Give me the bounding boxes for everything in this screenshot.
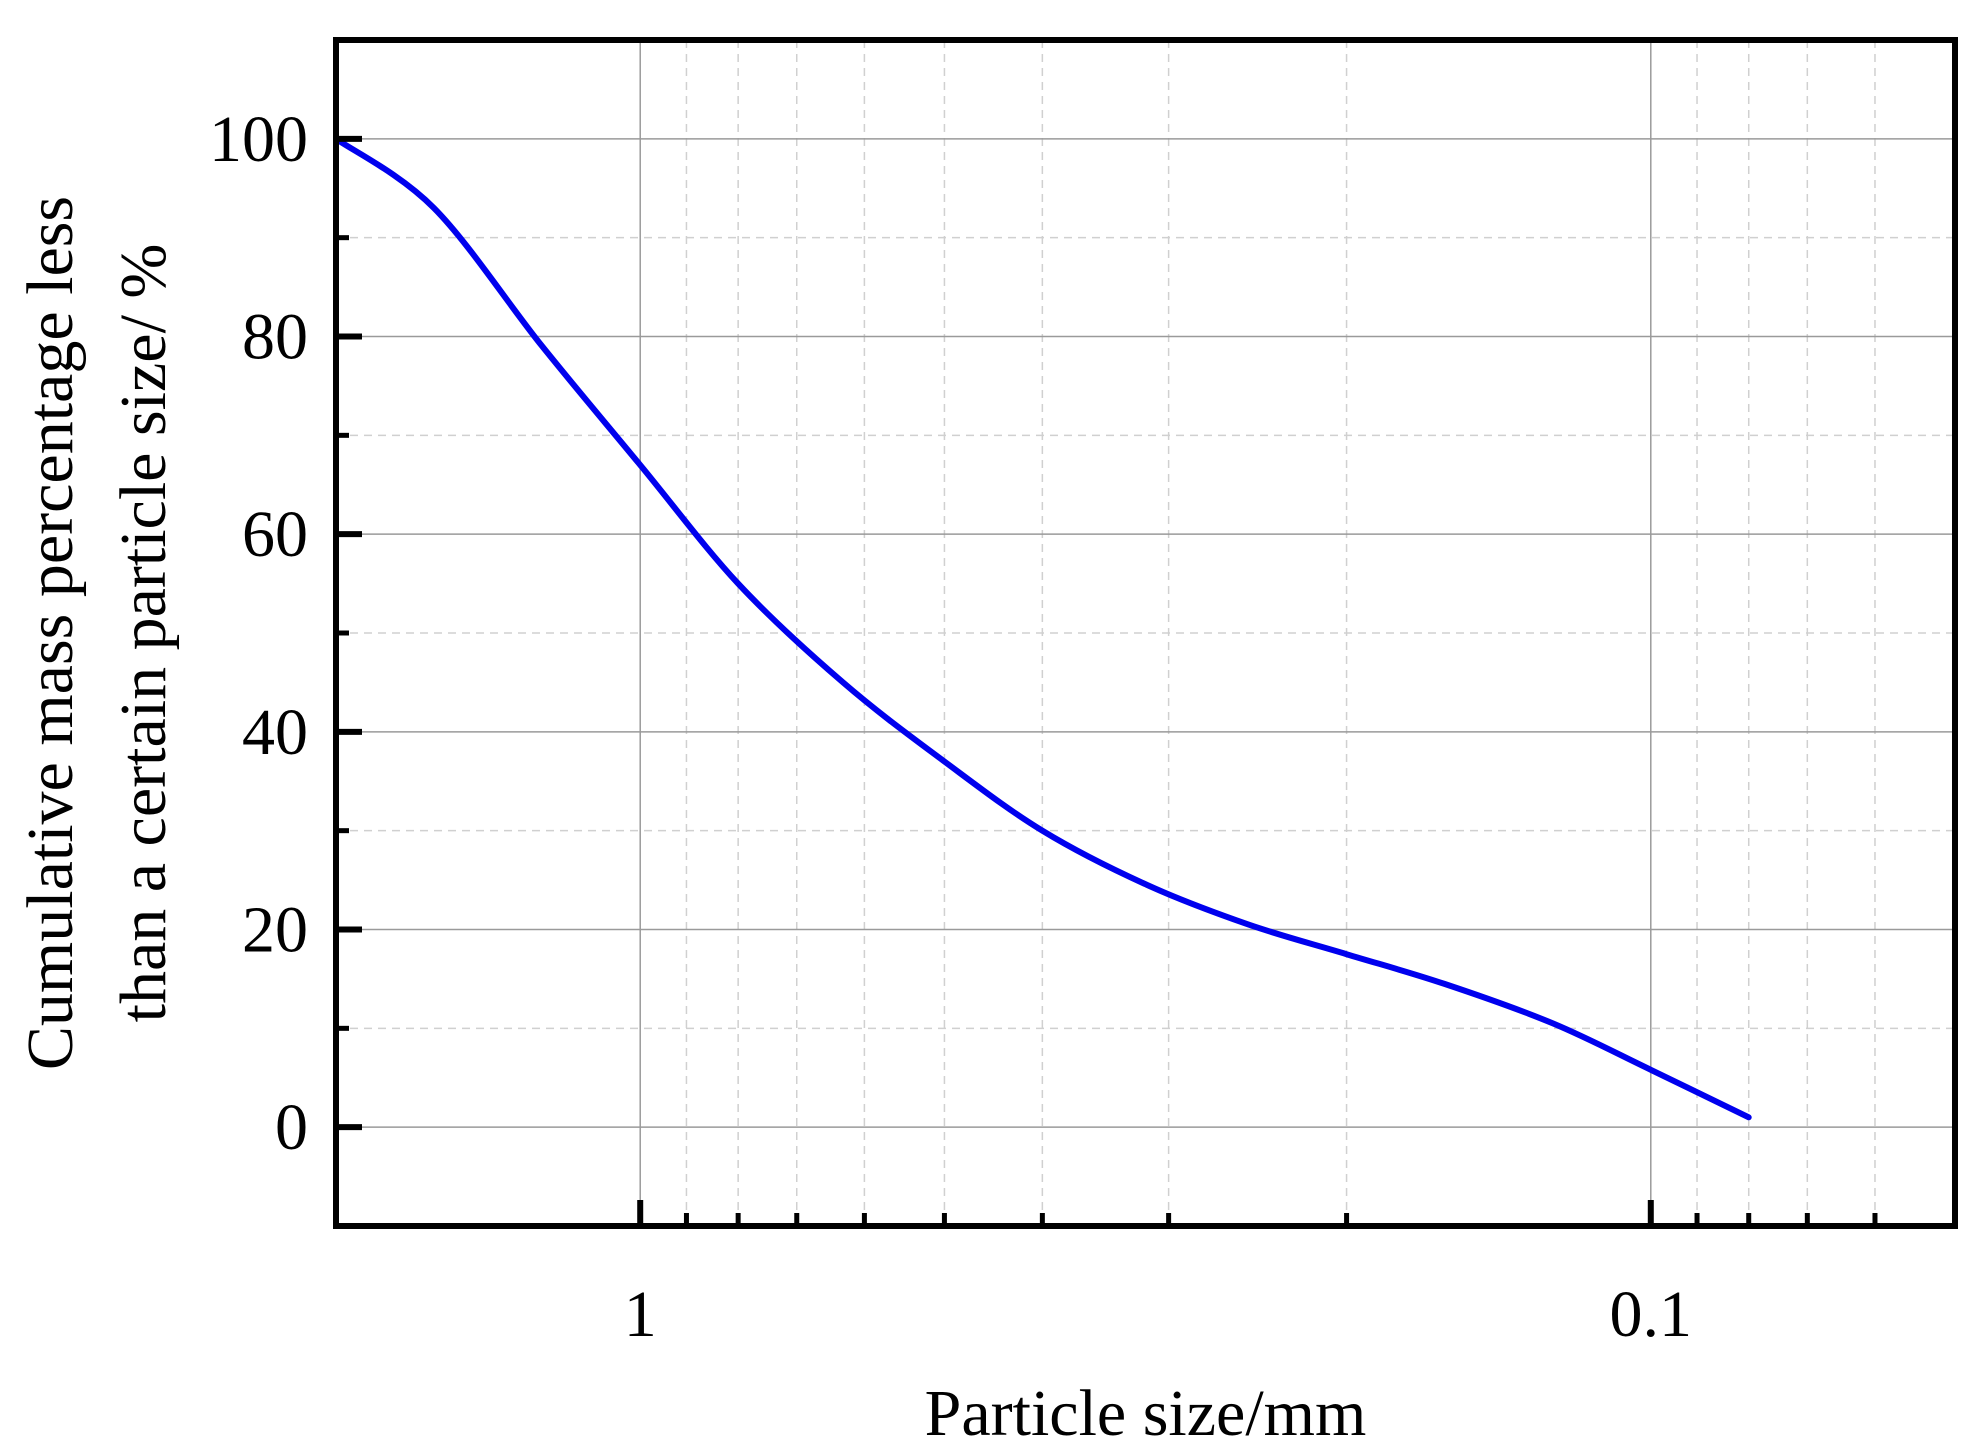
y-tick-label: 20: [242, 894, 308, 967]
y-tick-label: 100: [209, 103, 308, 176]
x-tick-label: 0.1: [1610, 1278, 1693, 1351]
axis-ticks: [333, 135, 1878, 1226]
y-tick-label: 80: [242, 301, 308, 374]
series-line: [333, 135, 1752, 1121]
y-tick-label: 40: [242, 696, 308, 769]
minor-gridlines: [335, 40, 1955, 1226]
y-axis-title-line-1: Cumulative mass percentage less: [14, 196, 87, 1070]
y-axis-title-line-2: than a certain particle size/ %: [107, 244, 180, 1023]
tick-labels: 1 0.1 0 20 40 60 80 100: [209, 103, 1692, 1351]
y-tick-label: 0: [275, 1091, 308, 1164]
major-gridlines: [336, 40, 1955, 1226]
x-tick-label: 1: [624, 1278, 657, 1351]
x-axis-title: Particle size/mm: [925, 1377, 1367, 1448]
y-tick-label: 60: [242, 498, 308, 571]
series-layer: [333, 135, 1752, 1121]
